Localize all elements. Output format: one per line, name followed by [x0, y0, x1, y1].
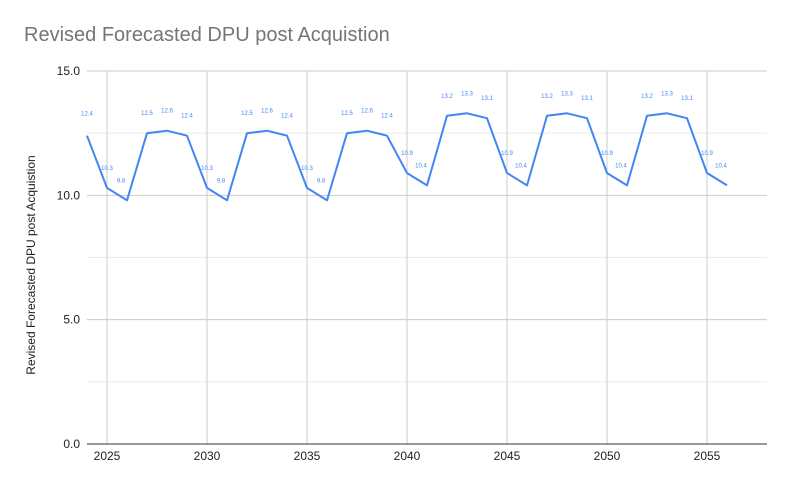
grid-layer — [87, 70, 767, 444]
data-label: 9.8 — [217, 178, 226, 184]
data-label: 13.2 — [541, 94, 553, 100]
series-layer — [86, 112, 728, 202]
x-tick-label: 2035 — [294, 449, 321, 463]
data-label: 13.2 — [441, 94, 453, 100]
data-label: 12.5 — [141, 111, 153, 117]
data-label: 10.9 — [701, 151, 713, 157]
data-label: 9.8 — [117, 178, 126, 184]
data-label: 10.9 — [401, 151, 413, 157]
x-tick-label: 2040 — [394, 449, 421, 463]
data-label: 12.4 — [81, 112, 93, 118]
data-label: 12.4 — [381, 114, 393, 120]
data-label: 10.9 — [601, 151, 613, 157]
data-label: 10.4 — [615, 163, 627, 169]
data-label: 12.6 — [161, 109, 173, 115]
chart-title: Revised Forecasted DPU post Acquistion — [24, 24, 390, 46]
data-label: 12.5 — [241, 111, 253, 117]
data-label: 13.1 — [681, 96, 693, 102]
data-label: 13.3 — [561, 91, 573, 97]
axis-layer: 0.0 5.0 10.0 15.0 2025 2030 2035 2040 2045 2050 20… — [57, 64, 767, 463]
data-label: 10.3 — [101, 166, 113, 172]
data-label: 10.3 — [301, 166, 313, 172]
data-label: 13.2 — [641, 94, 653, 100]
y-axis-title: Revised Forecasted DPU post Acquistion — [24, 155, 38, 374]
data-label: 10.3 — [201, 166, 213, 172]
data-label: 13.1 — [481, 96, 493, 102]
y-tick-label: 5.0 — [63, 313, 80, 327]
data-label: 10.4 — [515, 163, 527, 169]
data-label: 10.4 — [715, 163, 727, 169]
y-tick-label: 0.0 — [63, 437, 80, 451]
x-tick-label: 2045 — [494, 449, 521, 463]
series-line — [86, 112, 728, 202]
data-label: 12.4 — [281, 114, 293, 120]
x-tick-label: 2030 — [194, 449, 221, 463]
data-label: 9.8 — [317, 178, 326, 184]
data-label: 10.9 — [501, 151, 513, 157]
data-label: 13.3 — [461, 91, 473, 97]
data-label: 12.6 — [261, 109, 273, 115]
x-tick-label: 2025 — [94, 449, 121, 463]
data-label: 12.5 — [341, 111, 353, 117]
data-label: 13.1 — [581, 96, 593, 102]
data-label: 12.6 — [361, 109, 373, 115]
data-label: 10.4 — [415, 163, 427, 169]
y-tick-label: 10.0 — [57, 188, 81, 202]
x-tick-label: 2050 — [594, 449, 621, 463]
data-label-layer: 12.4 10.3 9.8 12.5 12.6 12.4 10.3 9.8 12.5 12.6 12… — [81, 91, 727, 184]
y-tick-label: 15.0 — [57, 64, 81, 78]
x-tick-label: 2055 — [694, 449, 721, 463]
data-label: 13.3 — [661, 91, 673, 97]
data-label: 12.4 — [181, 114, 193, 120]
